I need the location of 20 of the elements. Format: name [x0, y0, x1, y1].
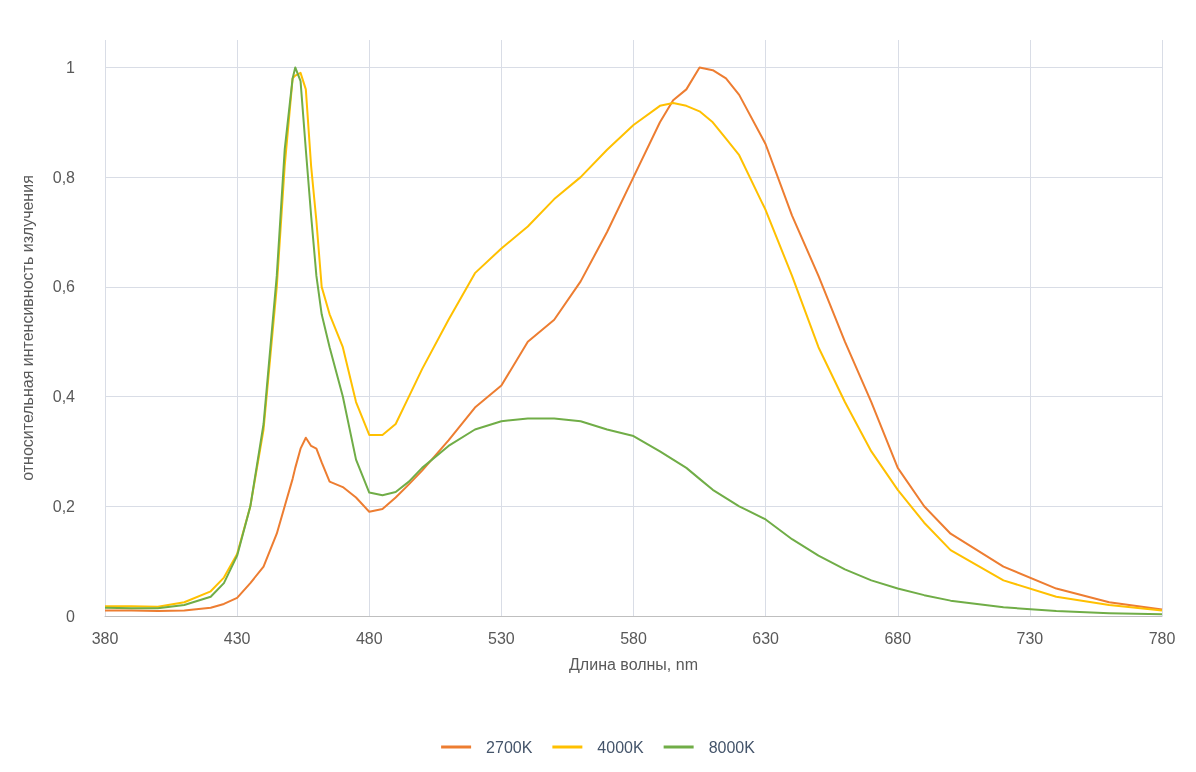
x-axis-title: Длина волны, nm	[569, 655, 698, 673]
x-tick-label: 580	[620, 629, 647, 647]
y-tick-label: 0	[66, 607, 76, 625]
x-tick-label: 480	[355, 629, 383, 647]
x-tick-label: 630	[752, 629, 780, 647]
y-tick-label: 1	[66, 58, 76, 76]
legend-label: 2700K	[486, 738, 533, 756]
y-axis-title: относительная интенсивность излучения	[18, 175, 36, 481]
y-tick-label: 0,8	[52, 168, 76, 186]
y-tick-label: 0,6	[52, 278, 76, 296]
y-tick-label: 0,4	[52, 388, 76, 406]
x-tick-label: 730	[1016, 629, 1044, 647]
y-tick-label: 0,2	[52, 497, 76, 515]
x-tick-label: 780	[1148, 629, 1176, 647]
x-tick-label: 680	[884, 629, 912, 647]
legend-label: 4000K	[597, 738, 644, 756]
x-tick-label: 430	[223, 629, 251, 647]
x-tick-label: 530	[488, 629, 515, 647]
legend-label: 8000K	[708, 738, 756, 756]
x-tick-label: 380	[91, 629, 119, 647]
